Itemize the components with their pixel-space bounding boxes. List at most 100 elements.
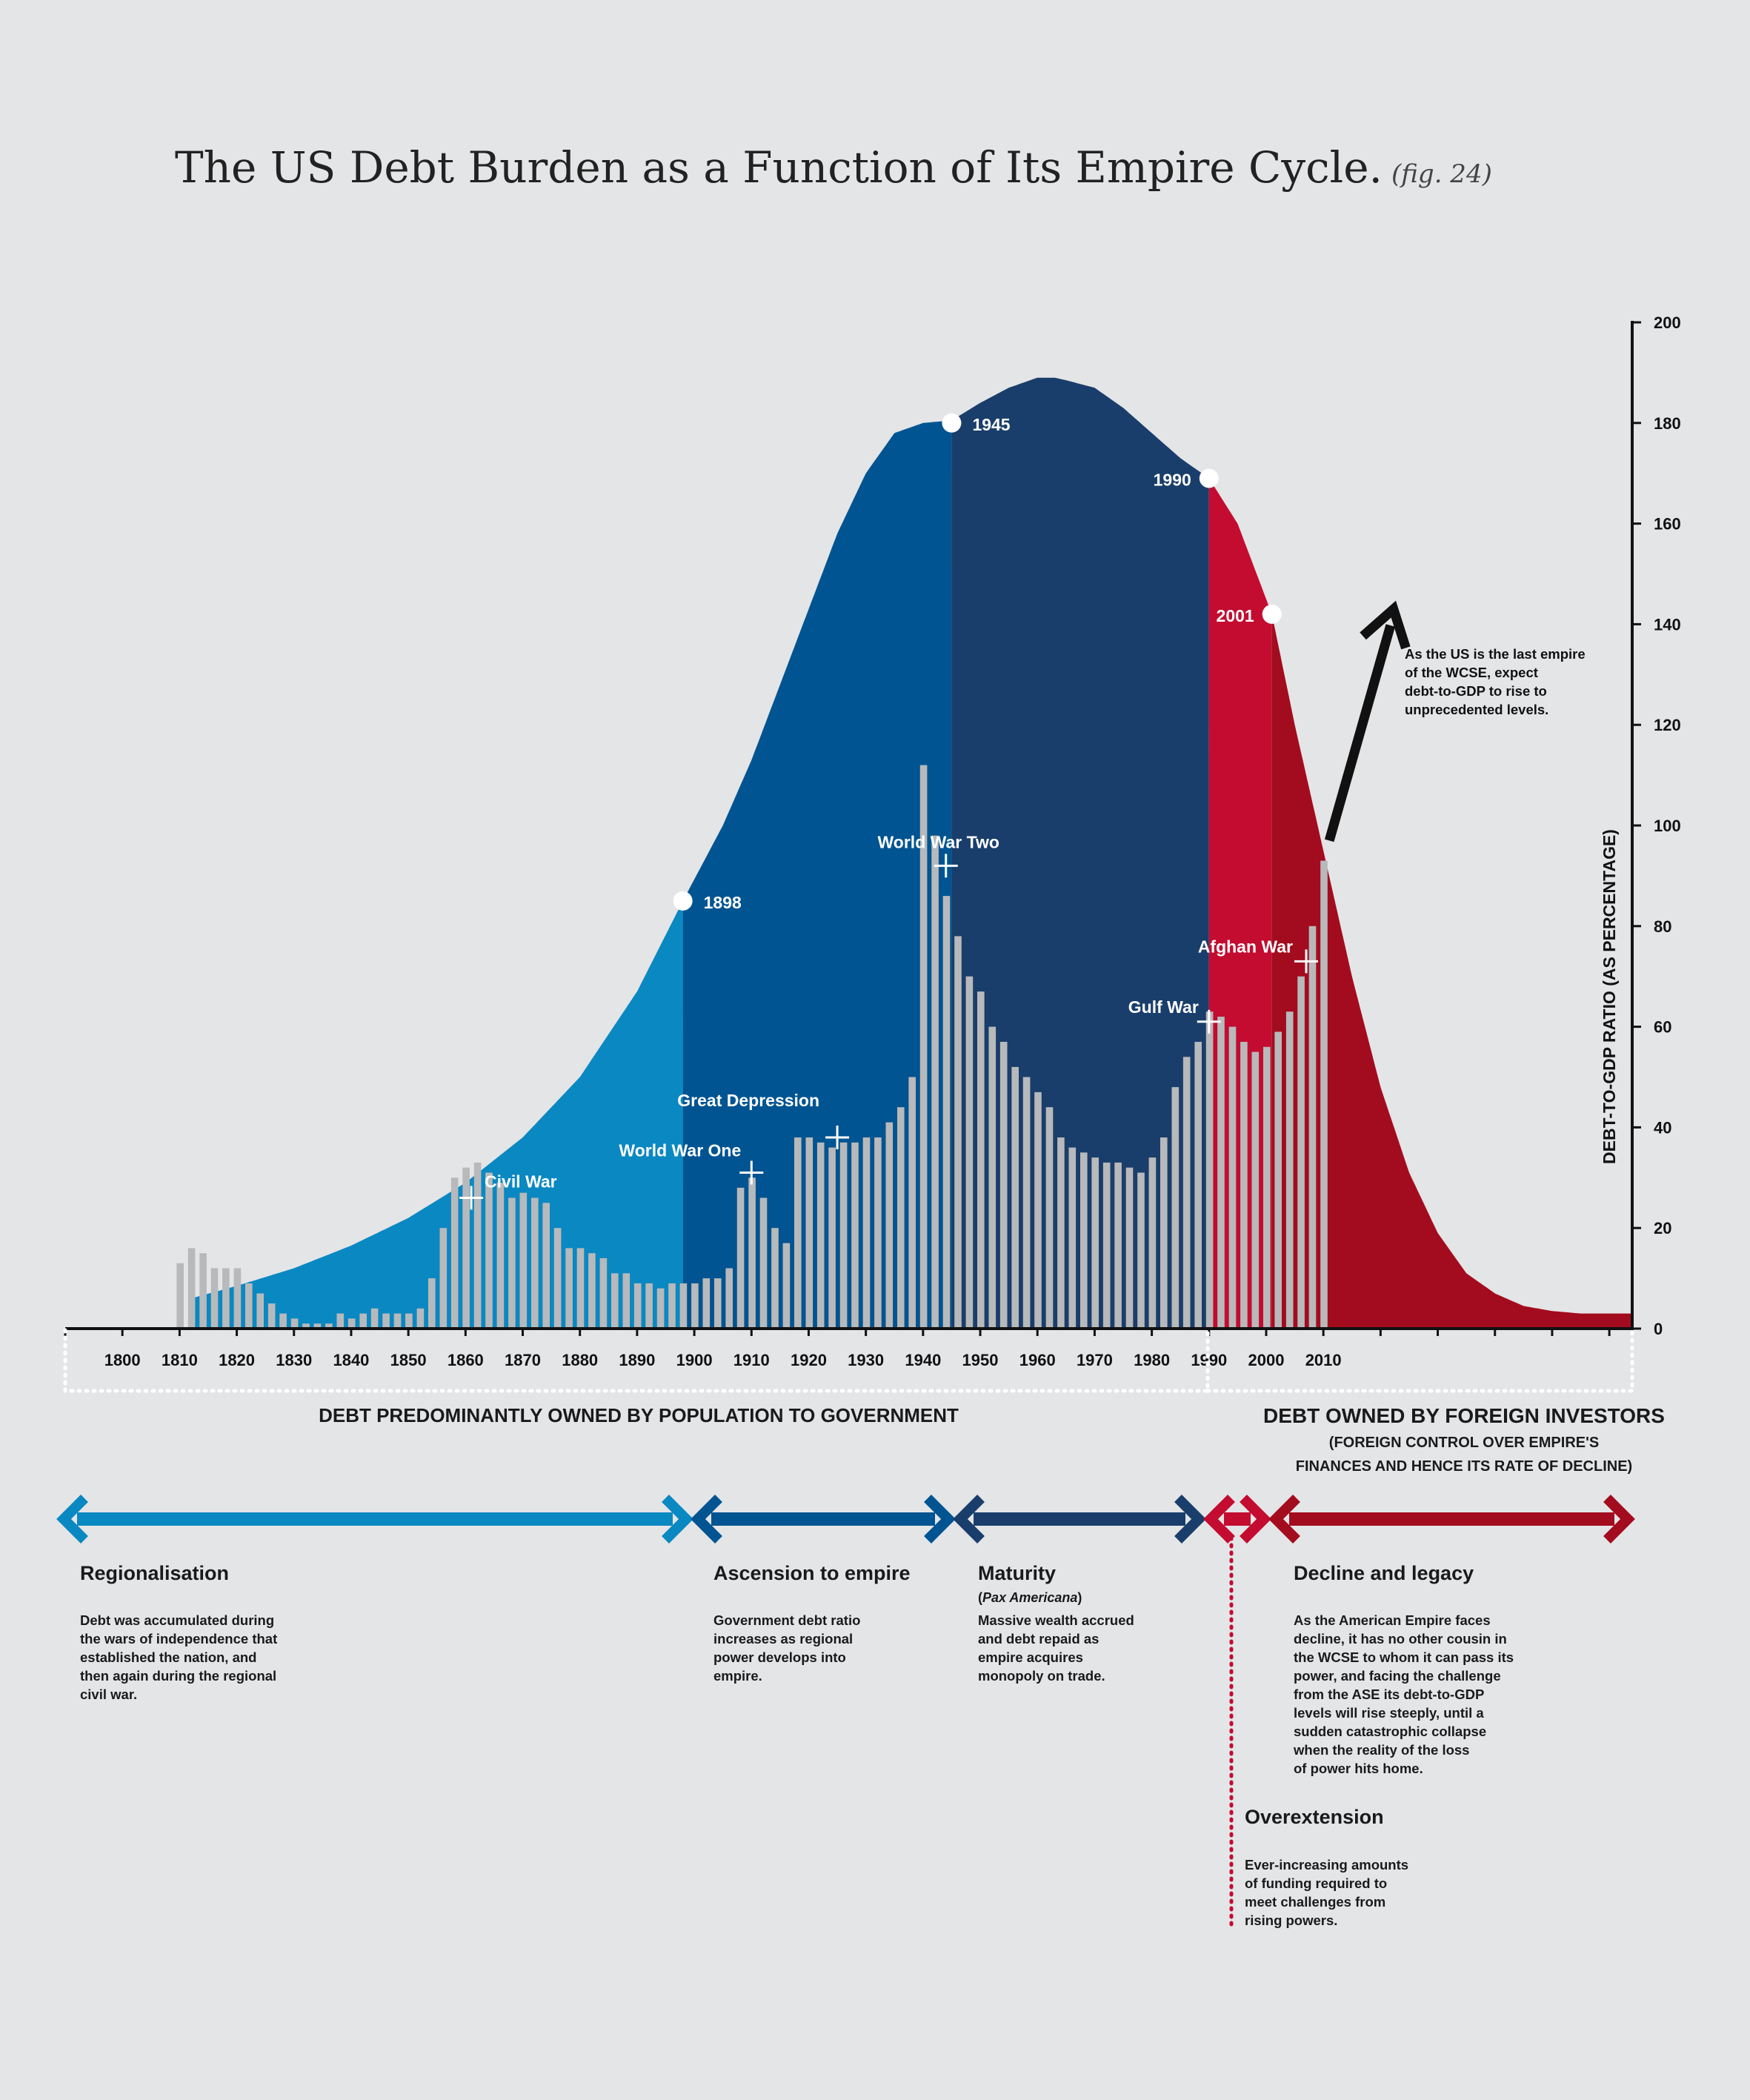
projection-arrow-shaft — [1324, 624, 1396, 843]
phase-arrow-regionalisation-head-right — [662, 1495, 693, 1544]
debt-bar — [359, 1313, 367, 1329]
debt-bar — [485, 1172, 493, 1329]
phase-arrow-decline — [1268, 1495, 1635, 1544]
x-tick-label: 1910 — [733, 1351, 770, 1369]
debt-bar — [691, 1283, 699, 1329]
point-marker-2001 — [1262, 604, 1282, 624]
debt-bar — [1160, 1137, 1168, 1329]
debt-bar — [1080, 1152, 1088, 1329]
x-tick-label: 1800 — [104, 1351, 141, 1369]
phase-arrow-ascension-head-left — [691, 1495, 722, 1544]
debt-bar — [393, 1313, 402, 1329]
debt-bar — [290, 1318, 299, 1329]
y-axis: 0 20 40 60 80 100 120 140 160 180 200 — [1631, 313, 1681, 1338]
debt-bar — [885, 1122, 894, 1329]
debt-bar — [1263, 1046, 1271, 1329]
debt-bar — [347, 1318, 356, 1329]
debt-bar — [668, 1283, 676, 1329]
phase-arrow-decline-shaft — [1289, 1512, 1614, 1526]
x-tick-label: 1840 — [333, 1351, 369, 1369]
debt-bar — [496, 1183, 505, 1329]
debt-bar — [199, 1253, 207, 1329]
x-tick-label: 1830 — [276, 1351, 312, 1369]
debt-bar — [633, 1283, 642, 1329]
debt-bar — [542, 1203, 550, 1329]
debt-bar — [862, 1137, 871, 1329]
phase-arrow-decline-head-left — [1268, 1495, 1300, 1544]
debt-bar — [908, 1077, 916, 1329]
y-tick-label: 180 — [1654, 414, 1681, 433]
debt-bar — [508, 1197, 516, 1329]
debt-bar — [851, 1142, 859, 1329]
x-tick-label: 1930 — [848, 1351, 884, 1369]
point-marker-1898 — [673, 891, 693, 911]
debt-bar — [382, 1313, 390, 1329]
debt-bar — [336, 1313, 345, 1329]
debt-bar — [428, 1278, 436, 1329]
debt-bar — [599, 1257, 608, 1329]
debt-bar — [702, 1278, 711, 1329]
debt-bar — [828, 1147, 836, 1329]
event-label-afghan-war: Afghan War — [1198, 937, 1293, 956]
debt-bar — [1194, 1042, 1202, 1329]
debt-bar — [897, 1107, 905, 1329]
debt-bar — [839, 1142, 848, 1329]
debt-bar — [645, 1283, 653, 1329]
debt-bar — [1240, 1042, 1248, 1329]
debt-bar — [187, 1248, 196, 1329]
pax-americana-text: Pax Americana — [982, 1590, 1078, 1605]
debt-bar — [1034, 1091, 1042, 1329]
debt-bar — [874, 1137, 882, 1329]
debt-bar — [1114, 1162, 1122, 1329]
event-label-civil-war: Civil War — [485, 1172, 557, 1191]
figure-label: (fig. 24) — [1391, 159, 1492, 189]
debt-bar — [954, 936, 962, 1329]
phase-arrow-maturity-shaft — [974, 1512, 1185, 1526]
debt-bar — [222, 1268, 230, 1329]
debt-bar — [656, 1288, 665, 1329]
debt-bar — [1102, 1162, 1111, 1329]
debt-bar — [816, 1142, 825, 1329]
debt-bar — [988, 1026, 997, 1329]
phase-arrow-ascension-shaft — [711, 1512, 935, 1526]
y-tick-label: 160 — [1654, 515, 1681, 534]
event-label-gulf-war: Gulf War — [1128, 997, 1199, 1017]
y-tick-label: 20 — [1654, 1219, 1671, 1237]
debt-bar — [805, 1137, 814, 1329]
point-label-1945: 1945 — [972, 415, 1010, 434]
phase-title-ascension: Ascension to empire — [713, 1562, 911, 1584]
debt-bar — [794, 1137, 802, 1329]
labeled-points: 1898 1945 1990 2001 — [673, 413, 1282, 912]
debt-bar — [1182, 1057, 1191, 1329]
debt-bar — [553, 1228, 562, 1329]
phase-title-regionalisation: Regionalisation — [80, 1562, 230, 1584]
phase-desc-ascension: Government debt ratio increases as regio… — [713, 1612, 861, 1684]
debt-bar — [519, 1192, 528, 1329]
debt-bar — [302, 1323, 310, 1329]
debt-bar — [759, 1197, 768, 1329]
debt-bar — [267, 1303, 276, 1329]
debt-bar — [1217, 1017, 1225, 1329]
debt-bars — [176, 765, 1328, 1329]
debt-bar — [1205, 1011, 1214, 1329]
y-tick-label: 80 — [1654, 917, 1671, 936]
domestic-ownership-label: DEBT PREDOMINANTLY OWNED BY POPULATION T… — [319, 1404, 959, 1426]
x-tick-label: 1820 — [219, 1351, 255, 1369]
y-tick-label: 120 — [1654, 716, 1681, 734]
x-tick-label: 1920 — [791, 1351, 827, 1369]
debt-bar — [416, 1308, 425, 1329]
debt-bar — [771, 1228, 779, 1329]
phase-desc-decline: As the American Empire faces decline, it… — [1294, 1612, 1514, 1776]
event-label-great-depression: Great Depression — [677, 1091, 819, 1110]
x-tick-label: 1870 — [505, 1351, 541, 1369]
phase-arrow-overextension-head-right — [1240, 1495, 1271, 1544]
debt-bar — [748, 1177, 756, 1329]
debt-bar — [725, 1268, 733, 1329]
debt-bar — [256, 1293, 264, 1329]
phase-arrow-maturity-head-left — [953, 1495, 985, 1544]
debt-bar — [370, 1308, 379, 1329]
debt-bar — [1320, 860, 1328, 1329]
debt-bar — [565, 1248, 573, 1329]
phase-arrow-decline-head-right — [1603, 1495, 1635, 1544]
